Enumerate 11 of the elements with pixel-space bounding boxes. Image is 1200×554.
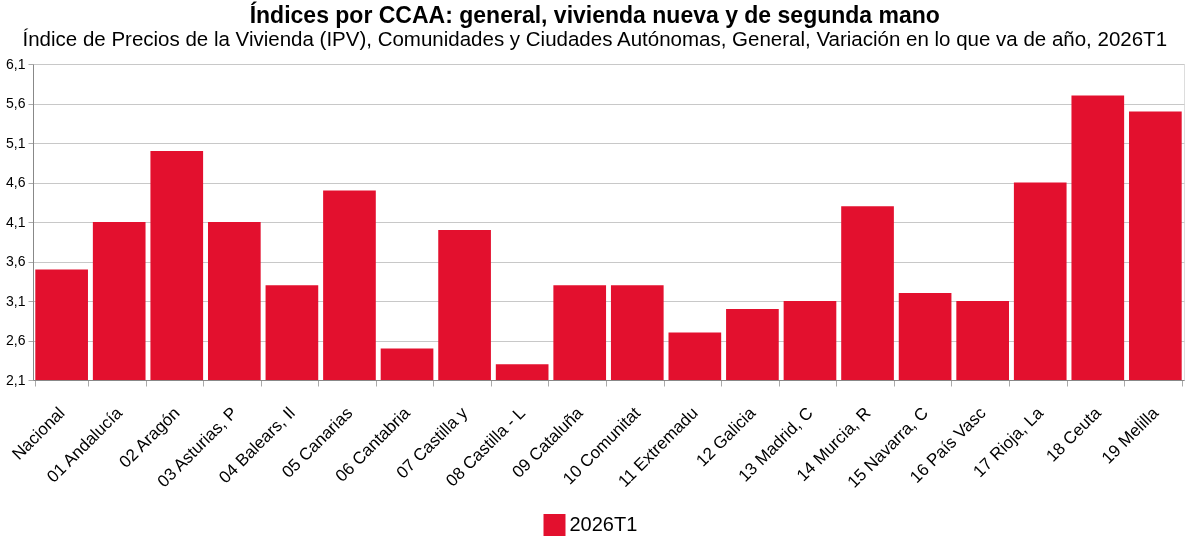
- y-tick-label: 5,6: [6, 95, 26, 111]
- y-tick-label: 4,1: [6, 213, 26, 230]
- chart-title: Índices por CCAA: general, vivienda nueva y de segunda mano: [249, 0, 940, 28]
- legend-label: 2026T1: [569, 513, 638, 535]
- y-tick-label: 6,1: [6, 55, 26, 72]
- y-tick-label: 2,6: [6, 332, 26, 348]
- y-tick-label: 4,6: [6, 174, 26, 190]
- y-tick-label: 3,6: [6, 253, 26, 269]
- y-tick-label: 2,1: [6, 371, 26, 388]
- y-tick-label: 5,1: [6, 134, 26, 151]
- y-tick-label: 3,1: [6, 292, 26, 309]
